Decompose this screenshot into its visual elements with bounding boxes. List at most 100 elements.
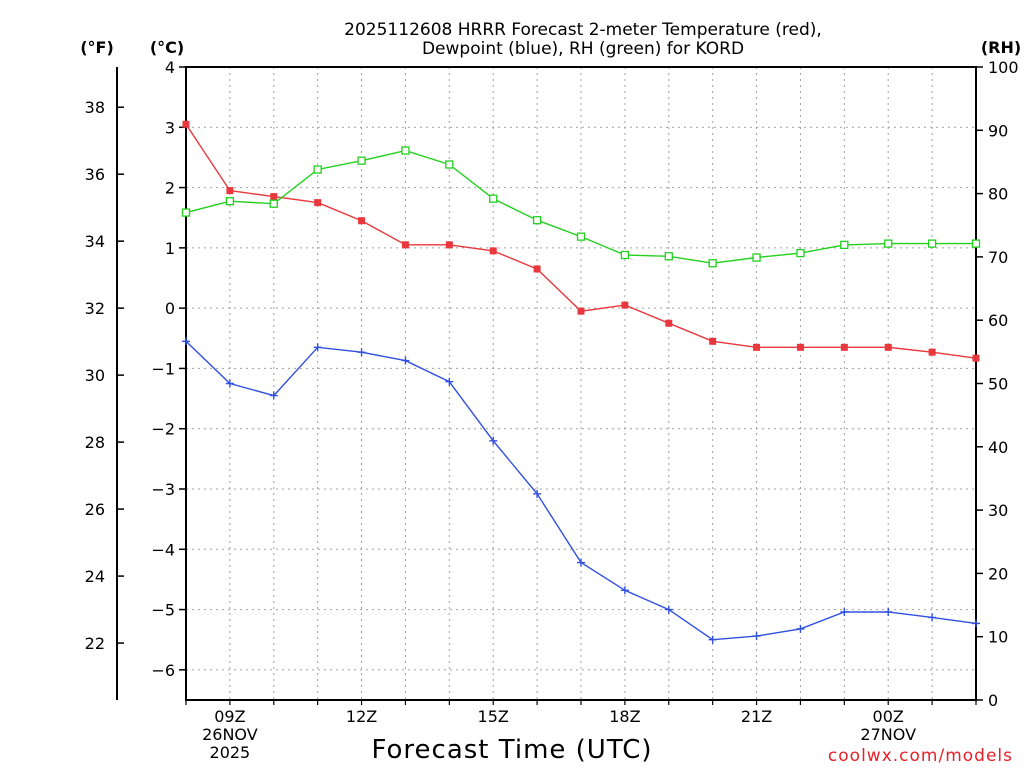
rh-point <box>620 250 630 260</box>
rh-tick-label: 40 <box>988 438 1008 457</box>
fahrenheit-tick-label: 28 <box>85 433 105 452</box>
x-tick-label: 12Z <box>346 707 377 726</box>
temperature-point <box>753 343 761 351</box>
rh-tick-label: 80 <box>988 185 1008 204</box>
fahrenheit-tick-label: 22 <box>85 634 105 653</box>
celsius-unit-label: (°C) <box>150 38 184 57</box>
fahrenheit-unit-label: (°F) <box>80 38 114 57</box>
celsius-tick-label: −4 <box>151 540 175 559</box>
series-rh <box>181 146 981 268</box>
rh-point <box>357 156 366 165</box>
celsius-tick-label: −3 <box>151 480 175 499</box>
series-dewpoint <box>182 337 980 644</box>
celsius-tick-label: −6 <box>151 661 175 680</box>
rh-point <box>796 248 805 258</box>
rh-point <box>489 194 498 203</box>
rh-tick-label: 70 <box>988 248 1008 267</box>
dewpoint-point <box>445 377 454 386</box>
axes: 43210−1−2−3−4−5−638363432302826242210090… <box>85 58 1019 710</box>
temperature-point <box>577 307 585 315</box>
temperature-point <box>621 301 629 309</box>
celsius-tick-label: 3 <box>165 118 175 137</box>
series-layer <box>181 120 981 644</box>
dewpoint-point <box>664 605 673 614</box>
x-tick-label: 26NOV <box>202 725 258 744</box>
celsius-tick-label: 4 <box>165 58 175 77</box>
chart-title-line-1: 2025112608 HRRR Forecast 2-meter Tempera… <box>344 20 822 40</box>
rh-point <box>971 239 981 248</box>
temperature-point <box>270 193 278 201</box>
fahrenheit-tick-label: 24 <box>85 567 105 586</box>
celsius-tick-label: 1 <box>165 239 175 258</box>
rh-tick-label: 0 <box>988 691 998 710</box>
dewpoint-point <box>313 343 322 352</box>
x-tick-label: 27NOV <box>860 725 916 744</box>
rh-point <box>708 259 717 268</box>
rh-point <box>840 240 849 250</box>
dewpoint-point <box>928 613 937 622</box>
fahrenheit-tick-label: 36 <box>85 165 105 184</box>
fahrenheit-tick-label: 30 <box>85 366 105 385</box>
dewpoint-point <box>708 635 717 644</box>
series-temperature <box>182 120 980 362</box>
x-axis-label: Forecast Time (UTC) <box>371 735 652 765</box>
temperature-point <box>665 319 673 327</box>
temperature-point <box>314 199 322 207</box>
dewpoint-point <box>620 586 629 595</box>
celsius-tick-label: 0 <box>165 299 175 318</box>
rh-tick-label: 20 <box>988 564 1008 583</box>
rh-tick-label: 100 <box>988 58 1019 77</box>
rh-point <box>269 199 278 208</box>
x-tick-label: 2025 <box>210 743 251 762</box>
celsius-tick-label: −5 <box>151 601 175 620</box>
x-tick-label: 00Z <box>873 707 904 726</box>
rh-point <box>576 232 586 241</box>
fahrenheit-tick-label: 32 <box>85 299 105 318</box>
dewpoint-point <box>225 379 234 388</box>
dewpoint-point <box>182 337 190 346</box>
plot-frame <box>185 66 977 701</box>
temperature-point <box>358 217 366 225</box>
rh-point <box>532 216 542 225</box>
rh-tick-label: 90 <box>988 121 1008 140</box>
rh-point <box>884 239 893 248</box>
x-tick-label: 09Z <box>214 707 245 726</box>
temperature-point <box>709 337 717 345</box>
rh-tick-label: 60 <box>988 311 1008 330</box>
temperature-point <box>796 343 804 351</box>
dewpoint-point <box>269 391 278 400</box>
rh-point <box>401 146 410 155</box>
fahrenheit-tick-label: 26 <box>85 500 105 519</box>
rh-point <box>445 160 454 169</box>
dewpoint-point <box>972 619 980 628</box>
credit-text: coolwx.com/models <box>828 746 1013 766</box>
dewpoint-point <box>796 624 805 633</box>
dewpoint-point <box>840 607 849 616</box>
temperature-point <box>972 354 980 362</box>
rh-tick-label: 30 <box>988 501 1008 520</box>
dewpoint-point <box>533 489 542 498</box>
temperature-point <box>489 247 497 255</box>
chart-title-line-2: Dewpoint (blue), RH (green) for KORD <box>422 39 744 59</box>
rh-tick-label: 50 <box>988 375 1008 394</box>
temperature-point <box>884 343 892 351</box>
rh-point <box>181 208 191 217</box>
rh-point <box>225 197 235 206</box>
dewpoint-point <box>357 348 366 357</box>
fahrenheit-tick-label: 38 <box>85 98 105 117</box>
rh-point <box>664 252 673 261</box>
temperature-point <box>533 265 541 273</box>
dewpoint-point <box>401 356 410 365</box>
rh-point <box>927 239 937 248</box>
celsius-tick-label: −2 <box>151 420 175 439</box>
dewpoint-point <box>884 607 893 616</box>
temperature-point <box>226 187 234 195</box>
dewpoint-point <box>752 632 761 641</box>
celsius-tick-label: 2 <box>165 179 175 198</box>
temperature-point <box>445 241 453 249</box>
rh-unit-label: (RH) <box>981 38 1021 57</box>
temperature-point <box>840 343 848 351</box>
rh-point <box>752 253 761 262</box>
